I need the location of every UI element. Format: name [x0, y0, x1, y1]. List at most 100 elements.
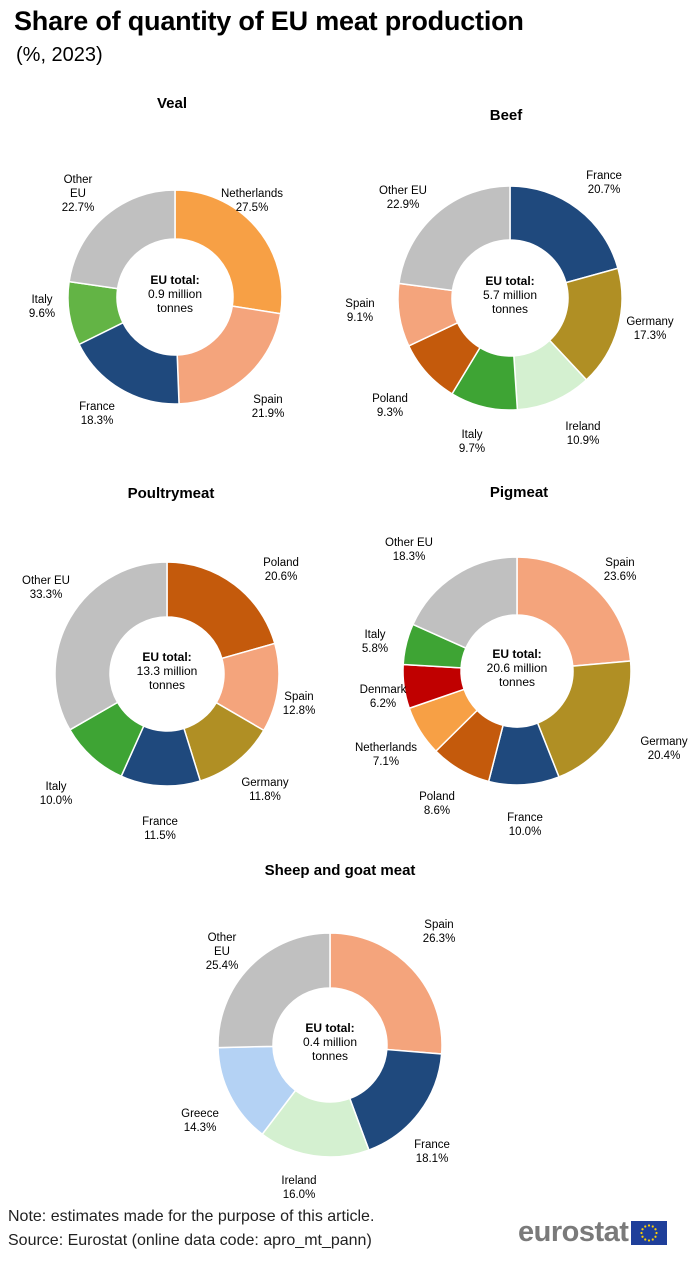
sheep-and-goat-meat-label-name-spain: Spain	[424, 919, 453, 931]
sheep-and-goat-meat-label-value-other-eu: 25.4%	[206, 960, 239, 972]
veal-center-line-1: 0.9 million	[148, 287, 202, 301]
sheep-and-goat-meat-label-value-greece: 14.3%	[184, 1122, 217, 1134]
flag-star	[641, 1235, 645, 1238]
poultrymeat-label-name-other-eu: Other EU	[22, 575, 70, 587]
eu-flag-icon	[631, 1220, 668, 1245]
pigmeat-label-other-eu: Other EU 18.3%	[385, 537, 433, 563]
poultrymeat-label-name-spain: Spain	[284, 691, 313, 703]
sheep-and-goat-meat-label-name-greece: Greece	[181, 1108, 219, 1120]
pigmeat-center-label: EU total: 20.6 million tonnes	[487, 647, 548, 689]
page-subtitle: (%, 2023)	[16, 44, 103, 66]
poultrymeat-label-value-germany: 11.8%	[249, 791, 281, 803]
sheep-and-goat-meat-label-value-france: 18.1%	[416, 1153, 449, 1165]
pigmeat-chart-title: Pigmeat	[490, 484, 548, 501]
pigmeat-slice-germany	[536, 660, 632, 778]
flag-star	[654, 1227, 658, 1230]
pigmeat-label-value-netherlands: 7.1%	[373, 756, 399, 768]
pigmeat-label-poland: Poland 8.6%	[419, 791, 455, 817]
flag-star	[652, 1224, 655, 1228]
poultrymeat-label-germany: Germany 11.8%	[241, 777, 289, 803]
sheep-and-goat-meat-label-france: France 18.1%	[414, 1139, 450, 1165]
pigmeat-label-value-other-eu: 18.3%	[393, 551, 426, 563]
flag-star	[648, 1223, 651, 1227]
poultrymeat-label-poland: Poland 20.6%	[263, 557, 299, 583]
pigmeat-label-value-germany: 20.4%	[648, 750, 681, 762]
flag-star	[648, 1238, 651, 1242]
poultrymeat-label-italy: Italy 10.0%	[40, 781, 73, 807]
pigmeat-label-name-france: France	[507, 812, 543, 824]
beef-label-value-italy: 9.7%	[459, 443, 485, 455]
veal-label-value-other-eu: 22.7%	[62, 202, 95, 214]
beef-label-name-ireland: Ireland	[565, 421, 600, 433]
poultrymeat-label-name-germany: Germany	[241, 777, 289, 789]
veal-chart: Veal Netherlands 27.5% Spain 21.9% France 18.3…	[29, 95, 284, 427]
beef-label-value-other-eu: 22.9%	[387, 199, 420, 211]
beef-label-ireland: Ireland 10.9%	[565, 421, 600, 447]
beef-label-poland: Poland 9.3%	[372, 393, 408, 419]
poultrymeat-label-value-italy: 10.0%	[40, 795, 73, 807]
veal-label-value-italy: 9.6%	[29, 308, 55, 320]
logo-text: eurostat	[518, 1216, 629, 1248]
footer-note: Note: estimates made for the purpose of …	[8, 1208, 375, 1225]
poultrymeat-label-spain: Spain 12.8%	[283, 691, 316, 717]
poultrymeat-center-line-1: 13.3 million	[137, 664, 198, 678]
sheep-and-goat-meat-label-greece: Greece 14.3%	[181, 1108, 219, 1134]
sheep-and-goat-meat-label-name-france: France	[414, 1139, 450, 1151]
poultrymeat-chart-title: Poultrymeat	[128, 485, 215, 502]
sheep-and-goat-meat-label-name-other-eu: EU	[214, 946, 230, 958]
pigmeat-label-spain: Spain 23.6%	[604, 557, 637, 583]
veal-label-netherlands: Netherlands 27.5%	[221, 188, 283, 214]
pigmeat-chart: Pigmeat Spain 23.6% Germany 20.4% France 10.0%…	[355, 484, 688, 838]
veal-label-name-spain: Spain	[253, 394, 282, 406]
sheep-and-goat-meat-center-label: EU total: 0.4 million tonnes	[303, 1021, 357, 1063]
veal-slice-other-eu	[68, 189, 176, 290]
poultrymeat-center-label: EU total: 13.3 million tonnes	[137, 650, 198, 692]
beef-slice-other-eu	[398, 185, 511, 292]
flag-star	[652, 1237, 655, 1241]
poultrymeat-label-value-france: 11.5%	[144, 830, 176, 842]
beef-label-name-other-eu: Other EU	[379, 185, 427, 197]
pigmeat-label-germany: Germany 20.4%	[640, 736, 688, 762]
poultrymeat-label-value-spain: 12.8%	[283, 705, 316, 717]
sheep-and-goat-meat-label-other-eu: Other EU 25.4%	[206, 932, 239, 972]
flag-star	[644, 1237, 647, 1241]
poultrymeat-center-line-0: EU total:	[142, 650, 191, 664]
pigmeat-center-line-2: tonnes	[499, 675, 535, 689]
beef-label-value-spain: 9.1%	[347, 312, 373, 324]
beef-label-value-ireland: 10.9%	[567, 435, 600, 447]
flag-star	[640, 1231, 644, 1234]
beef-label-value-poland: 9.3%	[377, 407, 403, 419]
sheep-and-goat-meat-center-line-2: tonnes	[312, 1049, 348, 1063]
pigmeat-label-value-denmark: 6.2%	[370, 698, 396, 710]
pigmeat-label-value-poland: 8.6%	[424, 805, 450, 817]
sheep-and-goat-meat-chart: Sheep and goat meat Spain 26.3% France 18.1%…	[181, 862, 455, 1201]
poultrymeat-label-name-italy: Italy	[45, 781, 66, 793]
veal-label-spain: Spain 21.9%	[252, 394, 285, 420]
poultrymeat-label-name-poland: Poland	[263, 557, 299, 569]
veal-slice-netherlands	[174, 189, 283, 315]
footer-source: Source: Eurostat (online data code: apro…	[8, 1232, 372, 1249]
pigmeat-label-name-spain: Spain	[605, 557, 634, 569]
veal-label-name-netherlands: Netherlands	[221, 188, 283, 200]
sheep-and-goat-meat-label-name-ireland: Ireland	[281, 1175, 316, 1187]
sheep-and-goat-meat-label-name-other-eu: Other	[208, 932, 237, 944]
poultrymeat-slice-poland	[166, 561, 276, 660]
flag-star	[641, 1227, 645, 1230]
beef-center-line-0: EU total:	[485, 274, 534, 288]
beef-slice-france	[509, 185, 619, 284]
veal-label-other-eu: Other EU 22.7%	[62, 174, 95, 214]
sheep-and-goat-meat-label-spain: Spain 26.3%	[423, 919, 456, 945]
pigmeat-label-name-denmark: Denmark	[360, 684, 407, 696]
veal-label-name-other-eu: Other	[64, 174, 93, 186]
eurostat-logo[interactable]: eurostat	[518, 1216, 668, 1249]
beef-label-italy: Italy 9.7%	[459, 429, 485, 455]
pigmeat-label-france: France 10.0%	[507, 812, 543, 838]
beef-label-name-france: France	[586, 170, 622, 182]
beef-chart-title: Beef	[490, 107, 524, 124]
pigmeat-label-name-netherlands: Netherlands	[355, 742, 417, 754]
poultrymeat-center-line-2: tonnes	[149, 678, 185, 692]
sheep-and-goat-meat-slice-spain	[329, 932, 443, 1055]
beef-center-line-1: 5.7 million	[483, 288, 537, 302]
pigmeat-label-name-germany: Germany	[640, 736, 688, 748]
